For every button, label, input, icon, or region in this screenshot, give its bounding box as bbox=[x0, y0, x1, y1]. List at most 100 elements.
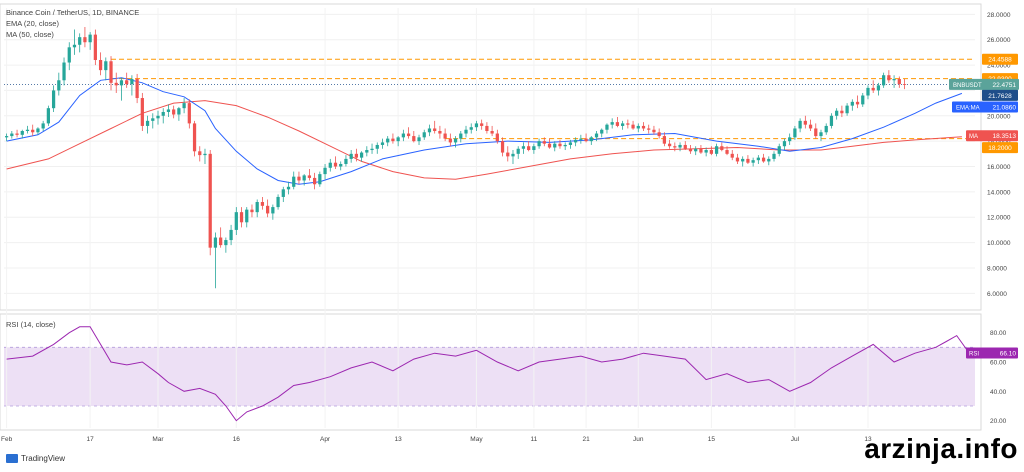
candle bbox=[396, 136, 400, 147]
rsi-legend: RSI (14, close) bbox=[6, 320, 56, 329]
candle-body bbox=[469, 127, 473, 130]
candle-body bbox=[187, 103, 191, 124]
candle-body bbox=[135, 79, 139, 99]
candle bbox=[177, 106, 181, 121]
candle bbox=[537, 138, 541, 149]
candle bbox=[4, 133, 9, 142]
candle bbox=[621, 120, 625, 130]
candle bbox=[109, 56, 113, 91]
candle-body bbox=[720, 146, 724, 151]
candle bbox=[51, 85, 56, 112]
candle bbox=[793, 125, 797, 140]
candle-body bbox=[579, 138, 583, 140]
candle bbox=[615, 117, 620, 128]
candle bbox=[297, 171, 301, 185]
candle-body bbox=[871, 87, 875, 91]
candle bbox=[203, 148, 207, 164]
candle bbox=[140, 92, 144, 132]
candle-body bbox=[260, 202, 265, 206]
candle bbox=[709, 146, 713, 156]
candle bbox=[312, 172, 317, 190]
candle bbox=[490, 125, 494, 137]
candle-body bbox=[25, 129, 30, 132]
candle bbox=[427, 124, 432, 137]
candle-body bbox=[417, 137, 421, 142]
candle bbox=[125, 72, 129, 88]
candle-body bbox=[756, 157, 760, 161]
candle bbox=[694, 146, 698, 156]
candle-body bbox=[433, 128, 437, 132]
candle-body bbox=[636, 125, 640, 129]
candle bbox=[610, 118, 614, 129]
level-18-badge-text: 18.2000 bbox=[988, 145, 1012, 152]
candle bbox=[725, 146, 729, 156]
candle-body bbox=[67, 47, 71, 63]
candle bbox=[187, 99, 191, 129]
ema-value-badge-bg bbox=[982, 89, 1018, 101]
candle-body bbox=[490, 131, 494, 134]
candle bbox=[553, 141, 557, 152]
candle bbox=[741, 156, 745, 167]
candle bbox=[871, 80, 875, 93]
candle bbox=[850, 99, 854, 111]
candle bbox=[20, 129, 24, 139]
x-tick-label: 13 bbox=[395, 436, 403, 443]
level-24-badge-text: 24.4588 bbox=[988, 57, 1012, 64]
candle bbox=[46, 105, 50, 126]
candle bbox=[145, 115, 150, 134]
x-tick-label: May bbox=[470, 436, 483, 443]
x-tick-label: 21 bbox=[582, 436, 590, 443]
candle bbox=[469, 123, 473, 134]
candle-body bbox=[819, 132, 823, 137]
candle bbox=[636, 123, 640, 133]
rsi-line bbox=[6, 326, 973, 422]
candle-body bbox=[735, 157, 740, 162]
symbol-badge-bg bbox=[949, 78, 1019, 90]
candle-body bbox=[652, 129, 656, 133]
candle bbox=[459, 131, 463, 143]
candle-body bbox=[600, 129, 604, 134]
candle bbox=[93, 29, 97, 66]
candle bbox=[840, 105, 844, 118]
candle-body bbox=[657, 132, 661, 137]
candle-body bbox=[349, 153, 353, 159]
candle-body bbox=[464, 129, 468, 134]
candle bbox=[584, 133, 588, 143]
candle-body bbox=[558, 143, 562, 147]
ma-badge: MA 18.3513 bbox=[966, 130, 1018, 142]
candle bbox=[401, 129, 405, 142]
candle-body bbox=[125, 80, 129, 85]
candle-body bbox=[62, 62, 66, 81]
candle bbox=[412, 131, 416, 143]
candle-body bbox=[182, 103, 186, 109]
candle-body bbox=[333, 162, 338, 167]
candle bbox=[574, 137, 578, 147]
tradingview-logo[interactable]: TradingView bbox=[6, 454, 65, 463]
candle-body bbox=[302, 175, 306, 181]
candle bbox=[521, 142, 526, 154]
x-tick-label: 16 bbox=[233, 436, 241, 443]
candle bbox=[683, 141, 687, 151]
candle bbox=[631, 120, 635, 130]
candle-body bbox=[224, 240, 228, 246]
candle bbox=[641, 122, 646, 132]
candle-body bbox=[694, 148, 698, 152]
x-tick-label: Jun bbox=[633, 436, 644, 443]
candle-body bbox=[166, 109, 171, 112]
candle-body bbox=[339, 163, 343, 167]
candle bbox=[15, 129, 19, 138]
candle bbox=[114, 72, 118, 93]
candle bbox=[130, 75, 134, 96]
candle bbox=[234, 207, 238, 235]
candle-body bbox=[537, 141, 541, 147]
candle bbox=[98, 52, 103, 76]
candle bbox=[855, 95, 860, 109]
candle-body bbox=[840, 110, 844, 114]
candle bbox=[600, 128, 604, 138]
candle bbox=[349, 150, 353, 163]
candle-body bbox=[527, 146, 531, 151]
candle bbox=[375, 142, 379, 154]
candle bbox=[516, 146, 520, 159]
candle-body bbox=[104, 61, 108, 71]
candle bbox=[803, 115, 807, 129]
